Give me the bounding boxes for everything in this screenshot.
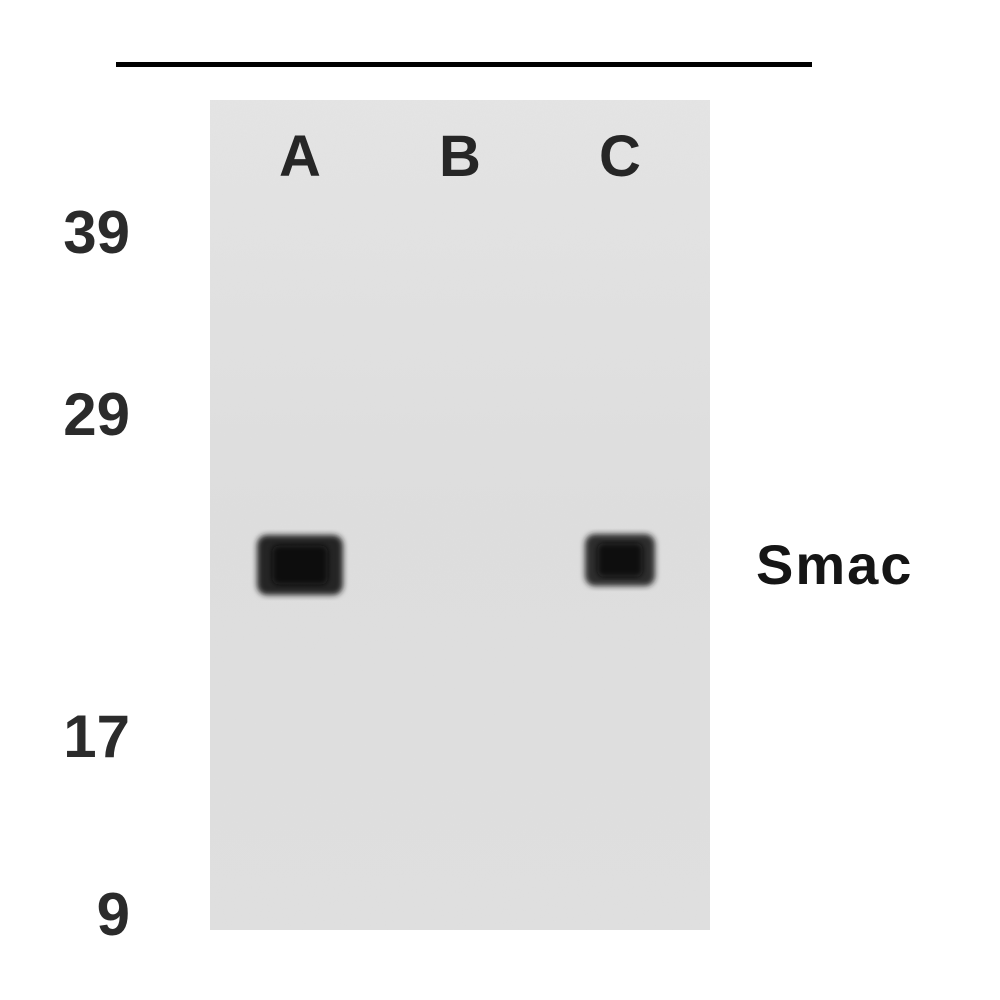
top-rule [116, 62, 812, 67]
band-core-lane-c [598, 543, 643, 576]
lane-label-b: B [431, 123, 489, 190]
blot-background [210, 100, 710, 930]
figure-canvas: 39 29 17 9 A B C Smac [0, 0, 1000, 1000]
target-label-smac: Smac [756, 532, 913, 597]
mw-label-29: 29 [0, 380, 130, 449]
lane-label-a: A [271, 123, 329, 190]
mw-label-39: 39 [0, 198, 130, 267]
lane-label-c: C [591, 123, 649, 190]
band-core-lane-a [272, 546, 327, 584]
mw-label-17: 17 [0, 702, 130, 771]
mw-label-9: 9 [0, 880, 130, 949]
